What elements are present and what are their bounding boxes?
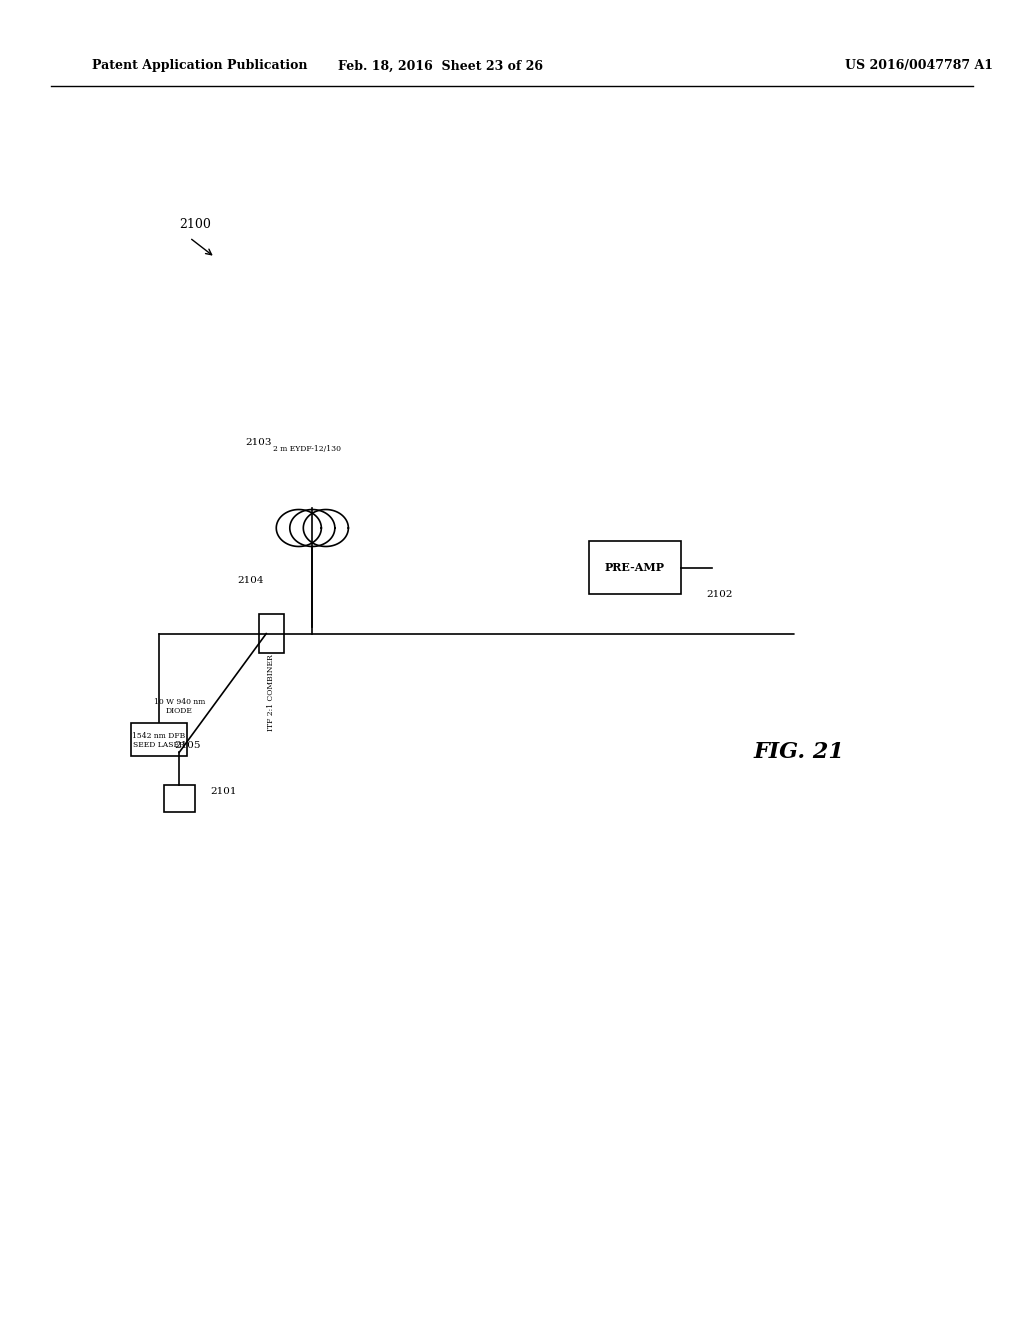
Bar (258, 614, 285, 653)
Text: 1542 nm DFB
SEED LASER: 1542 nm DFB SEED LASER (132, 731, 185, 750)
Text: Feb. 18, 2016  Sheet 23 of 26: Feb. 18, 2016 Sheet 23 of 26 (338, 59, 543, 73)
Text: US 2016/0047787 A1: US 2016/0047787 A1 (845, 59, 993, 73)
Text: FIG. 21: FIG. 21 (754, 742, 844, 763)
Text: PRE-AMP: PRE-AMP (605, 562, 665, 573)
Bar (164, 785, 195, 812)
Text: 2105: 2105 (174, 742, 201, 750)
Bar (589, 541, 681, 594)
Text: Patent Application Publication: Patent Application Publication (92, 59, 307, 73)
Text: 2102: 2102 (707, 590, 733, 598)
Text: 2104: 2104 (238, 577, 264, 585)
Text: 2100: 2100 (179, 218, 211, 231)
Bar (131, 723, 186, 755)
Text: 10 W 940 nm
DIODE: 10 W 940 nm DIODE (154, 697, 205, 715)
Text: 2101: 2101 (210, 788, 237, 796)
Text: ITF 2:1 COMBINER: ITF 2:1 COMBINER (267, 655, 275, 731)
Text: 2 m EYDF-12/130: 2 m EYDF-12/130 (273, 445, 341, 453)
Text: 2103: 2103 (245, 438, 271, 446)
